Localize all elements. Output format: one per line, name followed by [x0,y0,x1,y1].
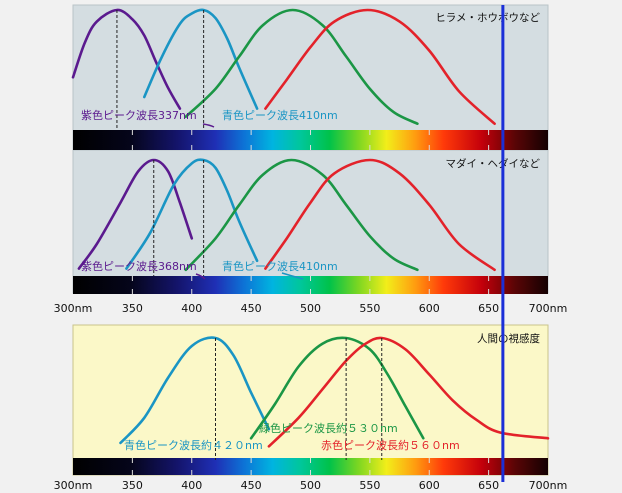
panel-3-title: 人間の視感度 [477,332,540,345]
panel-1-violet-peak-label: 紫色ピーク波長337nm [81,108,197,122]
panel-1-curves [71,8,496,125]
panel-3-blue-sensitivity-curve [119,336,271,445]
panel-1-pointer [202,123,215,128]
panel-1-red-sensitivity-curve [264,8,496,125]
panel-3-green-peak-label: 緑色ピーク波長約５３０nm [259,421,398,435]
panel-1-background [72,4,549,151]
spectrum-ticks-2 [131,276,490,294]
panel-2-peak-markers [153,160,205,276]
axis-tick-label-450: 450 [241,479,262,492]
panel-3-peak-markers [215,338,383,460]
panel-2-violet-sensitivity-curve [77,158,194,270]
panel-3-red-peak-label: 赤色ピーク波長約５６０nm [321,438,460,452]
panel-2-title: マダイ・ヘダイなど [446,157,541,170]
axis-tick-label-600: 600 [419,302,440,315]
panel-2-green-sensitivity-curve [184,158,419,272]
panel-2-violet-peak-label: 紫色ピーク波長368nm [81,259,197,273]
panel-1-peak-markers [116,10,205,130]
axis-tick-label-350: 350 [122,479,143,492]
panel-2-pointer [195,273,206,280]
axis-tick-label-400: 400 [181,302,202,315]
axis-tick-label-650: 650 [478,479,499,492]
axis-tick-label-400: 400 [181,479,202,492]
panel-3-blue-peak-label: 青色ピーク波長約４２０nm [124,438,263,452]
panel-2-background [72,149,549,294]
panel-1-blue-peak-label: 青色ピーク波長410nm [222,108,338,122]
axis-tick-label-550: 550 [359,302,380,315]
panel-1-green-sensitivity-curve [184,8,419,125]
panel-2-blue-peak-label: 青色ピーク波長410nm [222,259,338,273]
axis-tick-label-600: 600 [419,479,440,492]
axis-tick-label-700: 700nm [529,479,568,492]
axis-tick-label-300: 300nm [54,479,93,492]
panel-3-background [72,324,549,476]
axis-tick-label-500: 500 [300,302,321,315]
axis-tick-label-300: 300nm [54,302,93,315]
panel-2-pointer-blue [281,272,304,280]
panel-3-red-sensitivity-curve [267,336,550,448]
panel-1-violet-sensitivity-curve [71,8,182,110]
axis-tick-label-450: 450 [241,302,262,315]
wavelength-axis-lower: 300nm 350 400 450 500 550 600 650 700nm [54,479,568,492]
axis-tick-label-650: 650 [478,302,499,315]
panel-1-title: ヒラメ・ホウボウなど [435,12,540,24]
wavelength-axis-upper: 300nm 350 400 450 500 550 600 650 700nm [54,302,568,315]
spectrum-ticks-1 [131,130,490,150]
axis-tick-label-350: 350 [122,302,143,315]
axis-tick-label-700: 700nm [529,302,568,315]
spectrum-ticks-3 [131,458,490,475]
axis-tick-label-500: 500 [300,479,321,492]
axis-tick-label-550: 550 [359,479,380,492]
panel-2-red-sensitivity-curve [264,158,496,272]
